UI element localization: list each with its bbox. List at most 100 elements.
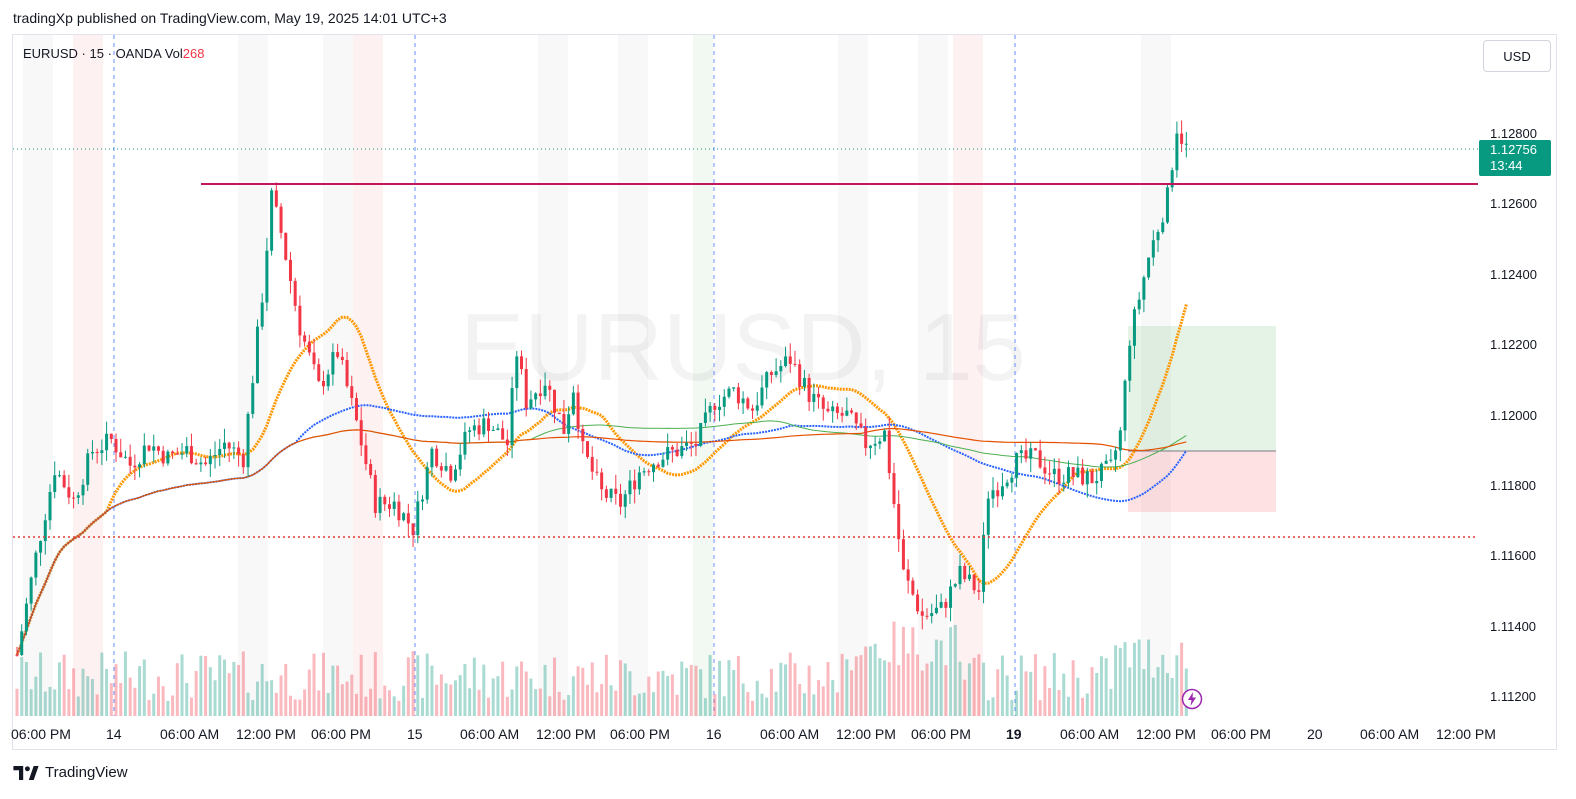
volume-bar [1165,673,1169,716]
price-tick-label: 1.12200 [1490,337,1537,353]
candle-body [185,446,189,454]
candle-body [510,388,514,446]
volume-bar [274,692,278,716]
volume-bar [491,678,495,716]
price-tick-label: 1.12600 [1490,196,1537,212]
volume-bar [1147,639,1151,716]
candle-body [826,408,830,412]
volume-bar [765,697,769,716]
candle-body [774,371,778,375]
volume-bar [732,669,736,716]
candle-body [152,446,156,451]
volume-bar [53,689,57,716]
candle-body [435,448,439,467]
volume-bar [553,657,557,716]
candle-body [29,577,33,604]
price-tick-label: 1.12800 [1490,126,1537,141]
replay-icon[interactable] [1181,688,1203,710]
volume-bar [303,689,307,716]
volume-bar [1161,654,1165,716]
candle-body [807,377,811,402]
currency-button[interactable]: USD [1483,40,1551,72]
ma-blue-line [16,404,1188,656]
candle-body [392,501,396,509]
volume-bar [1005,675,1009,716]
candle-body [883,430,887,442]
candle-body [538,393,542,397]
ma-fast-line [15,304,1188,656]
candle-body [986,498,990,535]
candle-body [878,441,882,444]
candle-body [1015,453,1019,478]
volume-bar [340,684,344,716]
candle-body [491,429,495,431]
candle-body [920,611,924,616]
volume-bar [567,695,571,716]
candle-body [1038,450,1042,468]
price-chart[interactable]: EURUSD, 15 [13,35,1478,716]
candle-body [897,503,901,540]
volume-bar [496,676,500,716]
candle-body [925,615,929,617]
volume-bar [359,654,363,716]
volume-bar [520,661,524,716]
candle-body [727,388,731,397]
candle-body [1175,133,1179,171]
candle-body [529,399,533,409]
volume-bar [241,651,245,716]
session-band [73,35,103,716]
candle-body [614,488,618,494]
candle-body [850,410,854,413]
volume-bar [751,700,755,716]
volume-bar [977,654,981,716]
volume-bar [1043,666,1047,716]
candle-body [20,631,24,655]
legend-volume-value: 268 [182,46,205,61]
volume-bar [1052,653,1056,716]
candle-body [453,469,457,481]
time-tick-label: 14 [106,726,122,742]
candle-body [81,484,85,496]
candle-body [1114,450,1118,460]
volume-bar [222,659,226,716]
candle-body [1147,257,1151,278]
volume-bar [48,686,52,716]
candle-body [553,389,557,413]
volume-bar [39,652,43,716]
volume-bar [213,680,217,716]
volume-bar [967,663,971,716]
volume-bar [633,695,637,716]
candle-body [1024,450,1028,459]
candle-body [1109,459,1113,461]
volume-bar [251,699,255,716]
volume-bar [1175,655,1179,716]
candle-body [524,369,528,409]
candle-body [39,541,43,553]
volume-bar [204,656,208,716]
candle-body [487,418,490,431]
volume-bar [741,683,745,716]
candle-body [505,439,509,446]
session-band [238,35,268,716]
volume-bar [675,694,679,716]
footer-brand[interactable]: TradingView [13,764,128,781]
volume-bar [864,646,868,716]
volume-bar [20,657,24,716]
time-tick-label: 06:00 AM [1360,726,1420,742]
candle-body [779,366,783,372]
time-tick-label: 20 [1307,726,1323,742]
volume-bar [260,664,264,716]
candle-body [1048,473,1052,475]
candle-body [798,364,802,387]
volume-bar [652,692,656,716]
volume-bar [689,664,693,716]
candle-body [906,569,910,581]
symbol-legend[interactable]: EURUSD · 15 · OANDA Vol268 [23,46,204,61]
candle-body [619,493,623,507]
time-tick-label: 19 [1006,726,1022,742]
volume-bar [906,653,910,716]
volume-bar [524,671,528,716]
candle-body [854,412,858,424]
volume-bar [736,655,740,716]
volume-bar [487,697,490,716]
